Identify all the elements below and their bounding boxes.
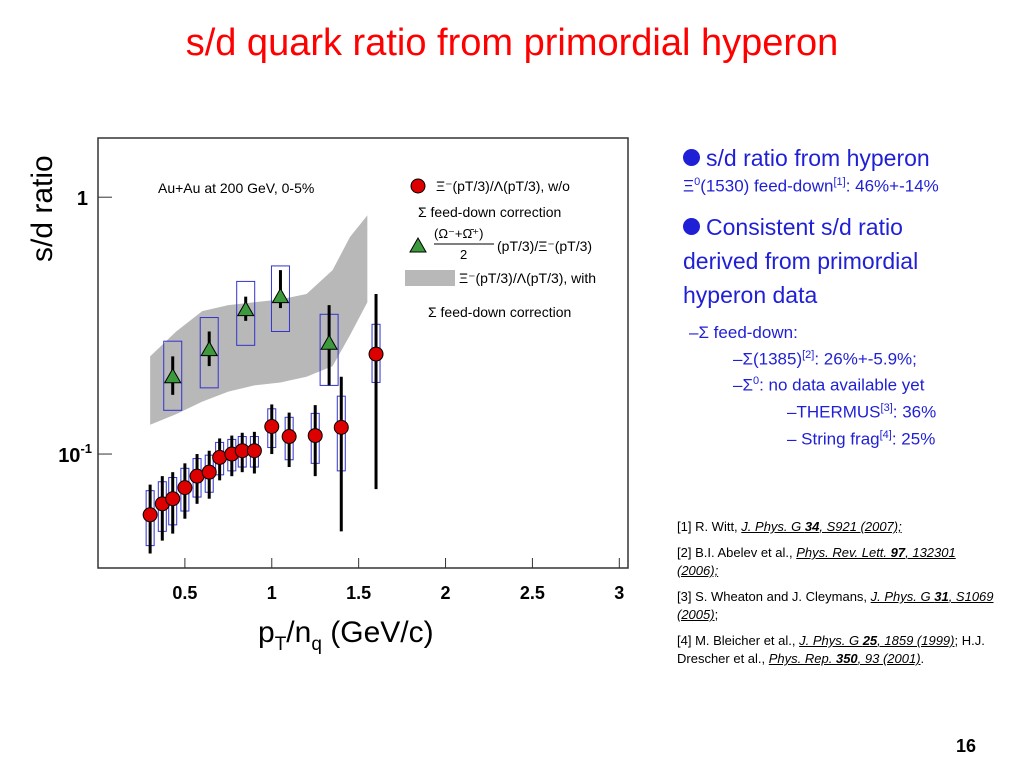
legend-entry2-numerator: (Ω⁻+Ω̄⁺) xyxy=(434,226,483,241)
legend-entry2-denominator: 2 xyxy=(460,247,467,262)
reference-2: [2] B.I. Abelev et al., Phys. Rev. Lett.… xyxy=(677,545,956,578)
legend-triangle-marker xyxy=(409,236,427,253)
data-point-circle xyxy=(368,346,384,362)
bullet-1-detail: Ξ0(1530) feed-down[1]: 46%+-14% xyxy=(683,176,939,196)
band-with-feed-down xyxy=(150,215,368,425)
reference-1: [1] R. Witt, J. Phys. G 34, S921 (2007); xyxy=(677,519,902,534)
y-tick-label: 1 xyxy=(77,188,88,210)
sub-item-string-frag: – String frag[4]: 25% xyxy=(787,428,936,449)
marker-layer xyxy=(142,287,384,523)
bullet-dot-icon xyxy=(683,218,700,236)
x-tick-label: 3 xyxy=(614,583,624,603)
sub-item-sigma-1385: –Σ(1385)[2]: 26%+-5.9%; xyxy=(733,348,917,369)
sys-box-triangle xyxy=(199,317,219,389)
x-tick-label: 2 xyxy=(441,583,451,603)
references: [1] R. Witt, J. Phys. G 34, S921 (2007);… xyxy=(677,518,997,676)
bullet-1-text: s/d ratio from hyperon xyxy=(706,145,930,171)
x-tick-label: 2.5 xyxy=(520,583,545,603)
legend-entry1-line1: Ξ⁻(pT/3)/Λ(pT/3), w/o xyxy=(436,178,570,194)
y-axis-label: s/d ratio xyxy=(26,155,59,262)
legend-entry2-rest: (pT/3)/Ξ⁻(pT/3) xyxy=(497,238,592,254)
tick-layer: 0.5 1 1.5 2 2.5 3 1 10-1 xyxy=(58,188,624,603)
sub-item-sigma-feed-down: –Σ feed-down: xyxy=(689,322,798,342)
bullet-1: s/d ratio from hyperon xyxy=(683,145,1003,171)
data-point-circle xyxy=(264,419,280,435)
y-tick-label: 10-1 xyxy=(58,441,92,467)
sys-box-triangle xyxy=(163,340,183,411)
data-point-circle xyxy=(201,464,217,480)
data-point-circle xyxy=(246,443,262,459)
sub-item-sigma0: –Σ0: no data available yet xyxy=(733,375,925,395)
data-point-circle xyxy=(142,507,158,523)
legend-band-swatch xyxy=(405,270,455,286)
data-point-triangle xyxy=(236,300,255,317)
sub-item-thermus: –THERMUS[3]: 36% xyxy=(787,401,937,422)
x-tick-label: 1.5 xyxy=(346,583,371,603)
x-tick-label: 1 xyxy=(267,583,277,603)
data-point-triangle xyxy=(163,367,182,384)
sys-box-triangle xyxy=(236,280,256,346)
data-point-circle xyxy=(333,419,349,435)
data-point-circle xyxy=(281,429,297,445)
reference-4: [4] M. Bleicher et al., J. Phys. G 25, 1… xyxy=(677,633,985,666)
reference-3: [3] S. Wheaton and J. Cleymans, J. Phys.… xyxy=(677,589,994,622)
data-point-circle xyxy=(165,491,181,507)
x-axis-label: pT/nq (GeV/c) xyxy=(258,616,434,655)
band-layer xyxy=(150,215,368,425)
data-point-circle xyxy=(307,428,323,444)
bullet-2: Consistent s/d ratio derived from primor… xyxy=(683,213,919,308)
sys-box-triangle xyxy=(270,265,290,332)
legend-circle-marker xyxy=(410,178,426,194)
data-point-triangle xyxy=(320,334,338,350)
slide-title: s/d quark ratio from primordial hyperon xyxy=(185,22,839,64)
legend-entry3-line2: Σ feed-down correction xyxy=(428,304,571,320)
chart-annotation: Au+Au at 200 GeV, 0-5% xyxy=(158,180,314,196)
right-panel: s/d ratio from hyperon Ξ0(1530) feed-dow… xyxy=(683,145,1003,450)
data-point-triangle xyxy=(200,340,219,357)
bullet-dot-icon xyxy=(683,149,700,167)
data-point-triangle xyxy=(271,287,290,304)
page-number: 16 xyxy=(956,736,977,756)
x-tick-label: 0.5 xyxy=(172,583,197,603)
legend-entry3-line1: Ξ⁻(pT/3)/Λ(pT/3), with xyxy=(459,270,596,286)
data-point-circle xyxy=(177,480,193,496)
legend-entry1-line2: Σ feed-down correction xyxy=(418,204,561,220)
